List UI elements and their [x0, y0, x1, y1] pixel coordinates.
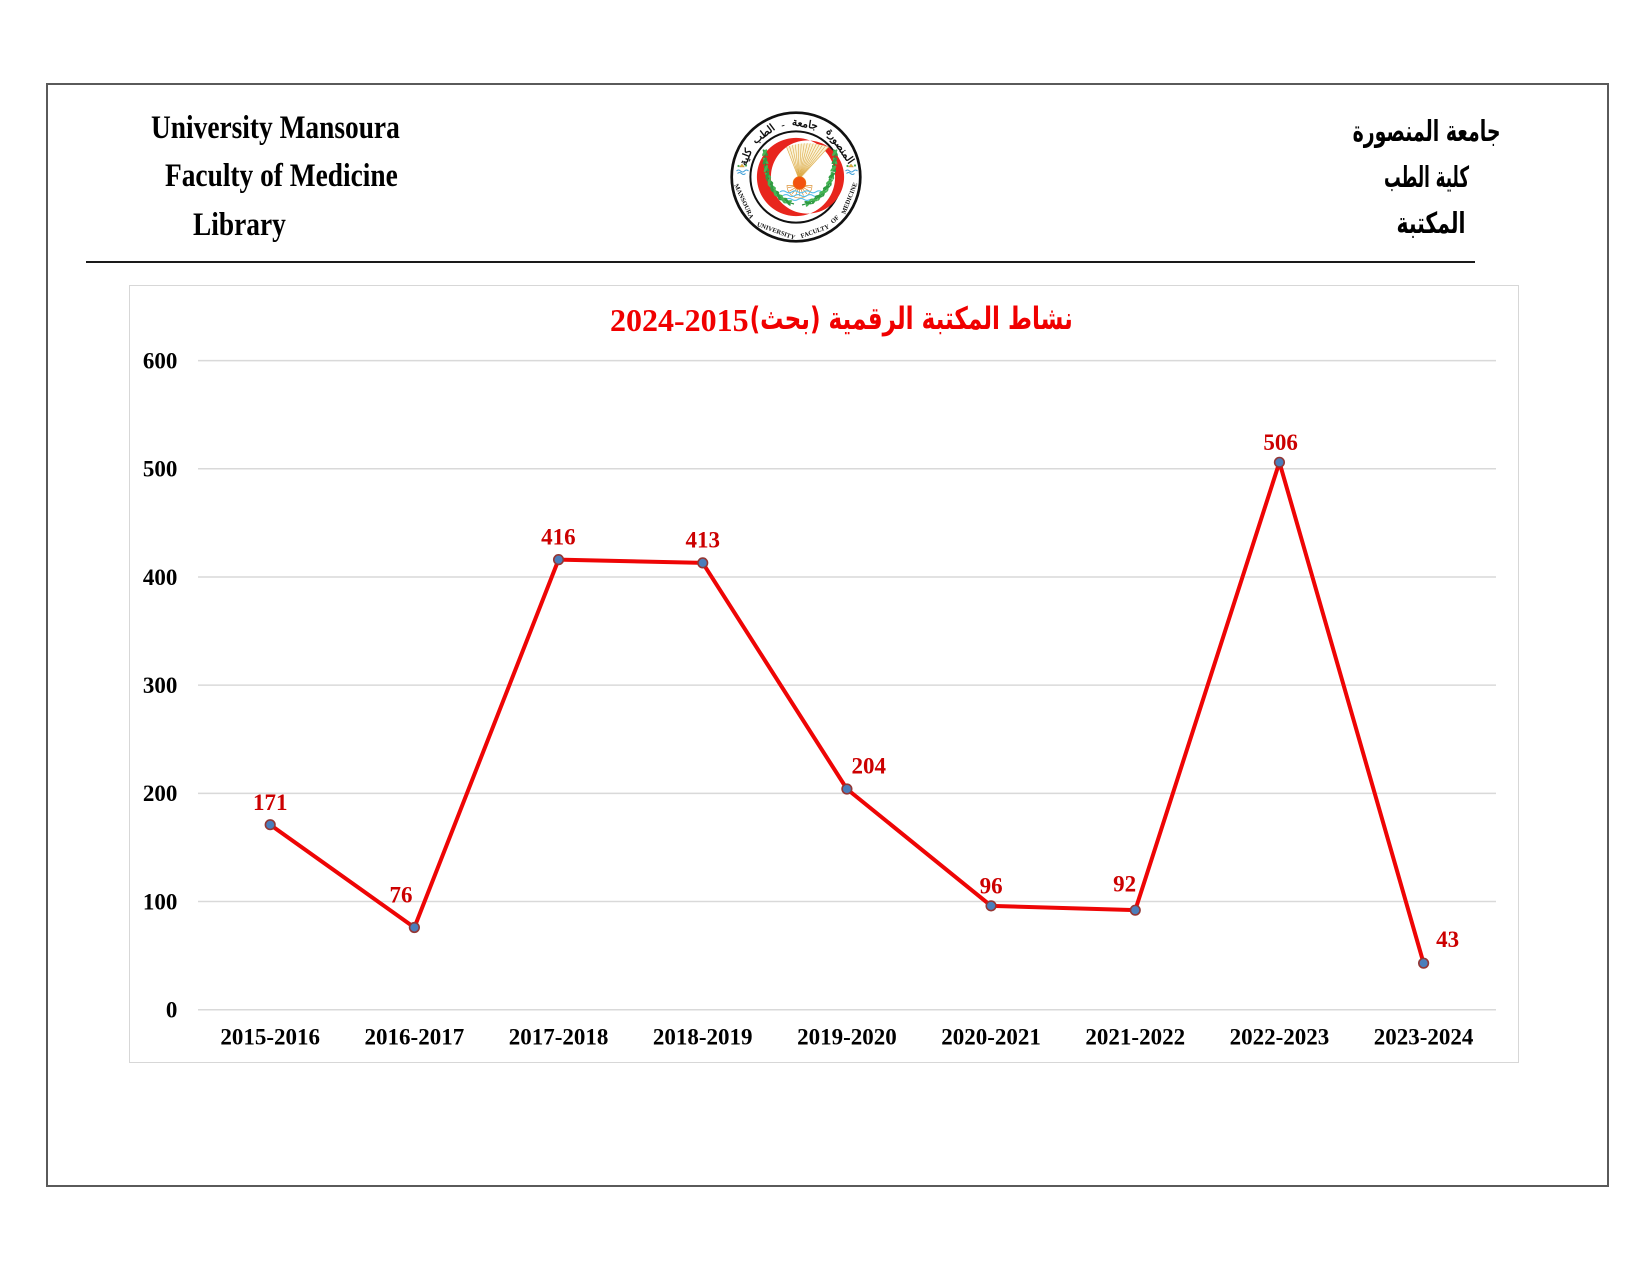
- logo-side-emblem-left: [735, 163, 749, 175]
- logo-sun-rays: [785, 142, 829, 181]
- svg-text:OF: OF: [829, 214, 840, 225]
- header-divider: [86, 261, 1475, 264]
- chart-title-arabic-text: نشاط المكتبة الرقمية (بحث): [749, 301, 1073, 338]
- header-university-line-arabic: جامعة المنصورة: [1352, 113, 1500, 148]
- header-library-line-arabic: المكتبة: [1396, 206, 1465, 241]
- page-border: [46, 83, 1609, 1187]
- logo-side-emblem-right: [844, 163, 858, 175]
- svg-text:جامعة: جامعة: [791, 116, 819, 132]
- logo-wreath: [761, 148, 838, 207]
- chart-title-year-range: 2024-2015: [610, 302, 749, 339]
- chart-area: [128, 285, 1519, 1063]
- header-library-line: Library: [193, 207, 286, 243]
- logo-waves: [779, 189, 822, 201]
- header-faculty-line: Faculty of Medicine: [165, 158, 398, 194]
- header-faculty-line-arabic: كلية الطب: [1384, 159, 1470, 194]
- header-university-line: University Mansoura: [151, 110, 400, 146]
- logo-sun: [792, 175, 806, 190]
- svg-text:-: -: [780, 119, 787, 131]
